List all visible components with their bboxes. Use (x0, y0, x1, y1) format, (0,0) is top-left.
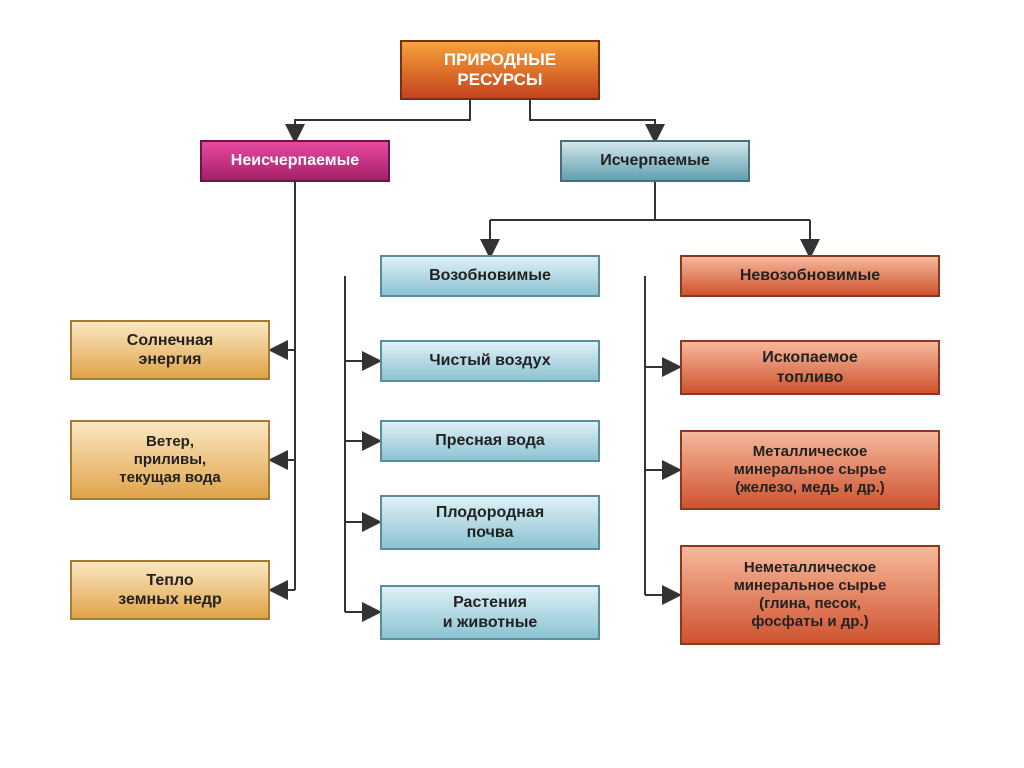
node-orange_0: Солнечнаяэнергия (70, 320, 270, 380)
node-root: ПРИРОДНЫЕРЕСУРСЫ (400, 40, 600, 100)
node-blue_3: Растенияи животные (380, 585, 600, 640)
node-red_1: Металлическоеминеральное сырье(железо, м… (680, 430, 940, 510)
node-nonrenew_head: Невозобновимые (680, 255, 940, 297)
node-red_0: Ископаемоетопливо (680, 340, 940, 395)
node-right_cat: Исчерпаемые (560, 140, 750, 182)
node-blue_2: Плодороднаяпочва (380, 495, 600, 550)
node-left_cat: Неисчерпаемые (200, 140, 390, 182)
node-blue_1: Пресная вода (380, 420, 600, 462)
node-orange_1: Ветер,приливы,текущая вода (70, 420, 270, 500)
node-renew_head: Возобновимые (380, 255, 600, 297)
node-red_2: Неметаллическоеминеральное сырье(глина, … (680, 545, 940, 645)
node-blue_0: Чистый воздух (380, 340, 600, 382)
node-orange_2: Теплоземных недр (70, 560, 270, 620)
